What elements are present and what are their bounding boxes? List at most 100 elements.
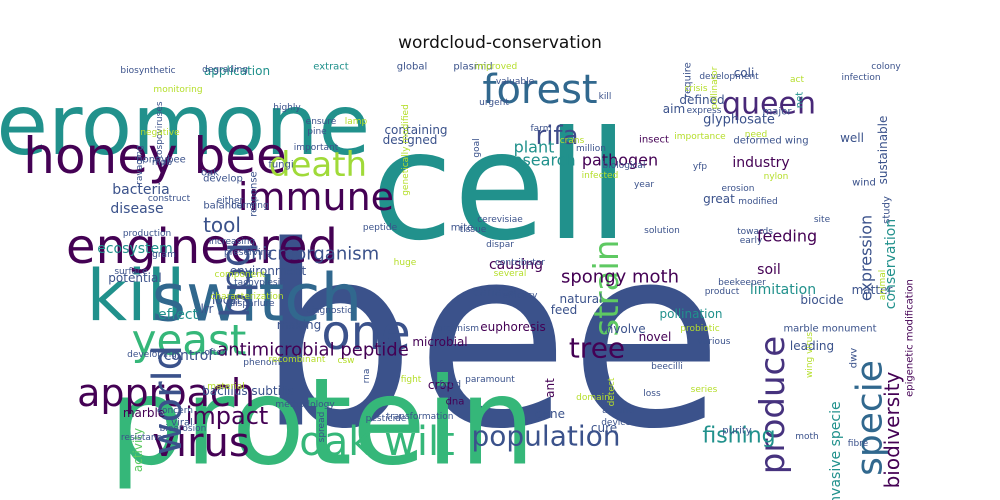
word-bee-0: bee: [257, 193, 723, 484]
word-several-145: several: [494, 269, 527, 279]
word-dwv-101: dwv: [849, 348, 860, 369]
word-soil-40: soil: [757, 262, 781, 278]
word-solution-140: solution: [644, 226, 680, 236]
word-probiotic-159: probiotic: [680, 324, 719, 334]
word-epigenetic-modification-81: epigenetic modification: [905, 279, 916, 397]
word-pheromone-3: pheromone: [0, 76, 370, 174]
word-matter-71: matter: [852, 283, 893, 297]
word-death-16: death: [269, 145, 367, 185]
word-various-160: various: [698, 337, 731, 347]
word-approach-12: approach: [77, 371, 255, 415]
word-causing-43: causing: [489, 257, 543, 273]
word-world-15: world: [145, 345, 191, 455]
word-improved-190: improved: [475, 62, 518, 72]
word-express-170: express: [687, 106, 722, 116]
word-protein-2: protein: [109, 354, 536, 493]
word-honey-bee-4: honey bee: [23, 127, 286, 185]
word-expression-36: expression: [857, 215, 876, 301]
word-production-116: production: [123, 229, 171, 239]
word-yfp-185: yfp: [693, 162, 707, 172]
word-disparlure-120: disparlure: [229, 299, 275, 309]
word-kill-5: kill: [87, 255, 186, 337]
word-bacteria-46: bacteria: [112, 182, 170, 198]
word-biosynthetic-112: biosynthetic: [120, 66, 175, 76]
word-feeding-39: feeding: [757, 227, 817, 246]
word-impact-25: impact: [186, 402, 269, 430]
word-canada-67: canada: [473, 285, 517, 299]
word-crop-63: crop: [428, 378, 454, 392]
word-bpq-17: bpq: [213, 242, 259, 318]
word-develop-88: develop: [203, 174, 243, 185]
word-extract-87: extract: [313, 62, 349, 73]
word-pesticide-127: pesticide: [366, 414, 407, 424]
word-plasmid-86: plasmid: [453, 62, 492, 73]
word-csw-153: csw: [338, 356, 355, 366]
word-construct-191: construct: [148, 194, 191, 204]
word-cell-1: cell: [371, 100, 629, 274]
word-animal-165: animal: [878, 270, 888, 301]
word-often-150: often: [204, 348, 227, 358]
word-industry-38: industry: [732, 155, 789, 171]
word-purity-104: purity: [722, 426, 751, 437]
word-ecosystem-48: ecosystem: [97, 241, 173, 257]
word-plant-34: plant: [514, 138, 555, 157]
word-infection-167: infection: [841, 73, 880, 83]
word-coli-74: coli: [734, 66, 755, 80]
word-limitation-41: limitation: [750, 282, 816, 298]
word-biodiversity-27: biodiversity: [880, 371, 904, 488]
word-methodology-198: methodology: [275, 400, 335, 410]
word-either-115: either: [217, 196, 244, 206]
word-switch-6: switch: [152, 260, 363, 337]
word-pathogen-32: pathogen: [582, 151, 658, 170]
word-moth-132: moth: [795, 432, 819, 442]
word-making-82: making: [277, 318, 322, 332]
word-domain-129: domain: [576, 393, 610, 403]
word-dispar-143: dispar: [486, 240, 514, 250]
word-environment-49: environment: [230, 264, 307, 278]
word-erosion-138: erosion: [722, 184, 755, 194]
word-ensure-176: ensure: [306, 117, 337, 127]
word-ravaging-111: ravaging: [135, 145, 145, 185]
word-honeybee-97: honeybee: [136, 155, 186, 166]
word-important-178: important: [294, 143, 339, 153]
word-tool-31: tool: [203, 213, 241, 237]
word-dna-92: dna: [446, 397, 465, 408]
word-oak-wilt-14: oak wilt: [299, 419, 455, 465]
word-phenomenon-151: phenomenon: [243, 358, 302, 368]
word-bioerosion-125: bioerosion: [160, 424, 207, 434]
word-beecilli-106: beecilli: [651, 362, 683, 372]
word-surface-121: surface: [114, 267, 148, 277]
word-produce-19: produce: [753, 336, 793, 474]
word-tissue-142: tissue: [460, 225, 487, 235]
word-component-193: component: [215, 270, 266, 280]
word-cerevisiae-141: cerevisiae: [477, 215, 523, 225]
word-wing-virus-158: wing virus: [805, 332, 815, 378]
word-require-99: require: [683, 62, 694, 98]
word-study-79: study: [882, 196, 893, 224]
word-wind-103: wind: [852, 178, 876, 189]
word-biological-187: biological: [603, 161, 646, 171]
word-development-166: development: [699, 72, 759, 82]
word-concern-123: concern: [157, 406, 193, 416]
word-engineered-8: engineered: [66, 219, 338, 275]
word-million-183: million: [576, 144, 606, 154]
word-strain-18: strain: [587, 240, 627, 337]
word-contributor-144: contributor: [495, 258, 545, 268]
word-mite-94: mite: [451, 223, 474, 234]
word-goal-182: goal: [472, 138, 482, 157]
word-virus-13: virus: [152, 420, 249, 466]
word-sustainable-80: sustainable: [876, 116, 890, 185]
word-control-45: control: [164, 348, 213, 364]
word-fight-155: fight: [401, 375, 422, 385]
word-tree-22: tree: [569, 332, 625, 365]
word-highly-179: highly: [273, 103, 301, 113]
word-beekeeper-164: beekeeper: [718, 278, 766, 288]
word-paramount-156: paramount: [465, 375, 515, 385]
word-farm-180: farm: [531, 124, 552, 134]
word-queen-23: queen: [722, 87, 816, 122]
word-potential-53: potential: [108, 271, 161, 285]
word-colony-168: colony: [871, 62, 901, 72]
word-pine-177: pine: [307, 127, 327, 137]
word-specie-20: specie: [850, 360, 891, 476]
